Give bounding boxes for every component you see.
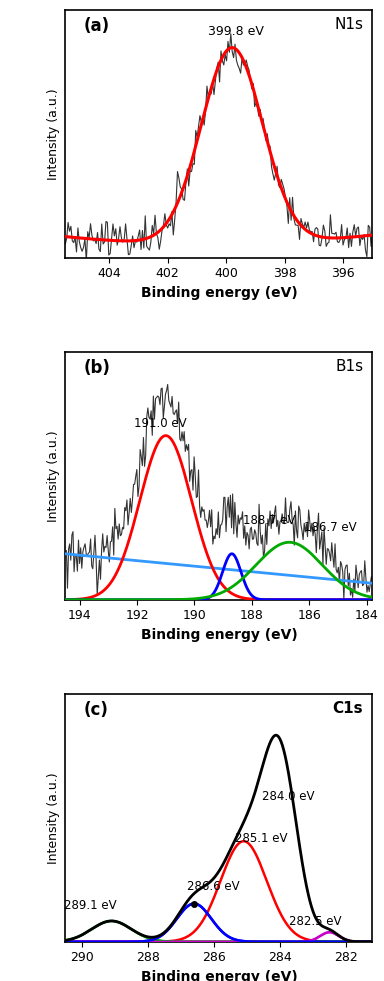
Text: C1s: C1s <box>333 701 363 716</box>
Text: 286.6 eV: 286.6 eV <box>187 880 240 894</box>
X-axis label: Binding energy (eV): Binding energy (eV) <box>141 285 297 300</box>
Text: B1s: B1s <box>335 359 363 375</box>
Text: 282.5 eV: 282.5 eV <box>289 915 341 928</box>
Text: 186.7 eV: 186.7 eV <box>304 521 356 534</box>
Text: (c): (c) <box>84 701 109 719</box>
Text: (b): (b) <box>84 359 111 378</box>
Y-axis label: Intensity (a.u.): Intensity (a.u.) <box>47 430 60 522</box>
Text: 289.1 eV: 289.1 eV <box>64 900 116 912</box>
Text: 191.0 eV: 191.0 eV <box>134 417 186 431</box>
Text: (a): (a) <box>84 18 110 35</box>
Y-axis label: Intensity (a.u.): Intensity (a.u.) <box>47 772 60 863</box>
Text: 399.8 eV: 399.8 eV <box>209 25 264 38</box>
Text: N1s: N1s <box>334 18 363 32</box>
X-axis label: Binding energy (eV): Binding energy (eV) <box>141 628 297 642</box>
Text: 188.7 eV: 188.7 eV <box>243 514 296 527</box>
Text: 285.1 eV: 285.1 eV <box>235 832 288 845</box>
X-axis label: Binding energy (eV): Binding energy (eV) <box>141 970 297 981</box>
Text: 284.0 eV: 284.0 eV <box>262 790 314 803</box>
Y-axis label: Intensity (a.u.): Intensity (a.u.) <box>47 88 60 180</box>
